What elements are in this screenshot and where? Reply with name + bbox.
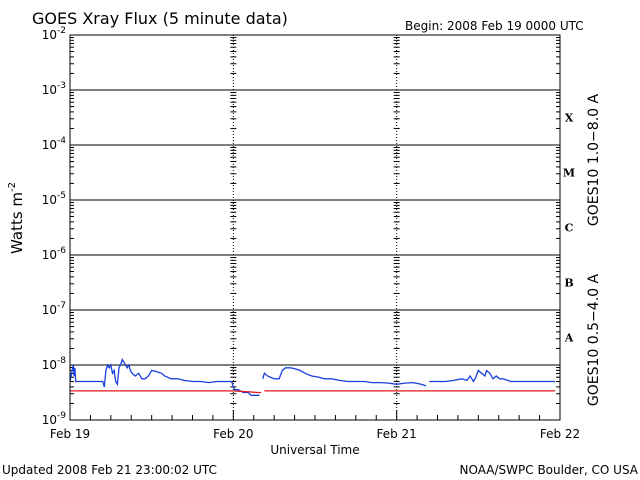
x-axis-label: Universal Time (270, 443, 359, 457)
grid (70, 35, 560, 420)
y-tick-base: 10 (42, 193, 57, 207)
legend-goes10-long: GOES10 1.0−8.0 A (586, 94, 602, 227)
y-tick-exp: -5 (57, 191, 66, 201)
series-group (69, 357, 556, 396)
legend-goes10-short: GOES10 0.5−4.0 A (586, 274, 602, 407)
y-tick-label: 10-7 (42, 301, 66, 317)
footer-updated: Updated 2008 Feb 21 23:00:02 UTC (2, 463, 217, 477)
flare-class-label: B (564, 277, 573, 290)
y-tick-label: 10-9 (42, 411, 67, 427)
y-tick-exp: -2 (57, 26, 66, 36)
y-tick-base: 10 (42, 83, 57, 97)
y-tick-exp: -8 (57, 356, 66, 366)
flare-class-label: M (563, 167, 575, 180)
plot-frame (69, 34, 561, 421)
y-tick-base: 10 (42, 28, 57, 42)
y-tick-base: 10 (42, 248, 57, 262)
begin-label: Begin: 2008 Feb 19 0000 UTC (405, 19, 584, 33)
flare-class-label: C (565, 222, 574, 235)
series-line (70, 390, 556, 394)
chart-title: GOES Xray Flux (5 minute data) (32, 9, 288, 28)
footer-credit: NOAA/SWPC Boulder, CO USA (460, 463, 639, 477)
y-axis-label-sup: -2 (7, 182, 18, 192)
y-tick-base: 10 (42, 413, 57, 427)
flare-class-labels: A B C M X (563, 112, 575, 345)
x-tick-label: Feb 20 (213, 427, 253, 441)
y-tick-label: 10-6 (42, 246, 67, 262)
y-axis-label: Watts m-2 (7, 182, 26, 254)
x-tick-label: Feb 22 (540, 427, 580, 441)
y-tick-label: 10-3 (42, 81, 66, 97)
y-tick-exp: -3 (57, 81, 66, 91)
x-tick-label: Feb 19 (50, 427, 90, 441)
y-tick-exp: -9 (57, 411, 66, 421)
y-axis-label-text: Watts m (8, 192, 26, 254)
y-tick-exp: -4 (57, 136, 66, 146)
flare-class-label: A (564, 332, 574, 345)
y-tick-exp: -7 (57, 301, 66, 311)
y-tick-exp: -6 (57, 246, 66, 256)
y-tick-labels: 10-910-810-710-610-510-410-310-2 (42, 26, 67, 427)
y-tick-base: 10 (42, 303, 57, 317)
y-tick-label: 10-8 (42, 356, 67, 372)
y-tick-base: 10 (42, 358, 57, 372)
x-tick-label: Feb 21 (376, 427, 416, 441)
x-tick-labels: Feb 19 Feb 20 Feb 21 Feb 22 (50, 427, 580, 441)
tick-marks (69, 37, 561, 421)
series-line (69, 357, 556, 396)
y-tick-base: 10 (42, 138, 57, 152)
y-tick-label: 10-4 (42, 136, 67, 152)
y-tick-label: 10-5 (42, 191, 66, 207)
flare-class-label: X (565, 112, 574, 125)
y-tick-label: 10-2 (42, 26, 66, 42)
